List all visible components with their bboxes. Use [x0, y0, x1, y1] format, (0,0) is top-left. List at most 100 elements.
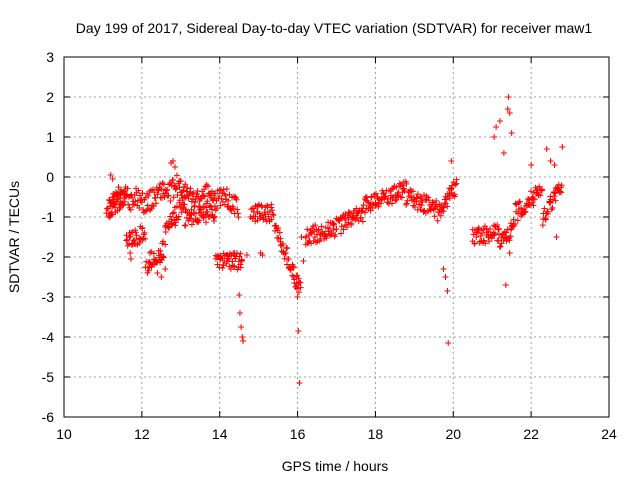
data-point — [361, 209, 368, 216]
data-point — [185, 195, 192, 202]
data-point — [224, 203, 231, 210]
data-point — [544, 210, 551, 217]
data-point — [208, 203, 215, 210]
data-point — [239, 334, 246, 340]
data-point — [508, 130, 515, 136]
data-point — [296, 278, 303, 285]
data-point — [211, 203, 218, 210]
data-point — [150, 250, 157, 257]
data-point — [145, 192, 152, 199]
data-point — [297, 279, 304, 286]
data-point — [296, 380, 303, 386]
data-point — [358, 208, 365, 215]
data-point — [444, 203, 451, 210]
data-point — [504, 106, 511, 112]
data-point — [173, 172, 180, 179]
data-point — [350, 215, 357, 222]
data-point — [269, 207, 276, 214]
data-point — [160, 254, 167, 261]
data-point — [521, 206, 528, 213]
data-point — [159, 179, 166, 186]
data-point — [470, 231, 477, 238]
data-point — [114, 196, 121, 203]
data-point — [126, 234, 133, 241]
data-point — [448, 185, 455, 192]
data-point — [559, 144, 566, 150]
data-point — [551, 162, 558, 168]
data-point — [237, 264, 244, 271]
x-axis-ticks: 10 12 14 16 18 20 22 24 — [56, 57, 617, 442]
x-tick-label: 22 — [523, 426, 539, 442]
data-point — [154, 270, 161, 276]
data-point — [158, 274, 165, 280]
y-axis-label: SDTVAR / TECUs — [6, 181, 22, 293]
data-point — [145, 205, 152, 212]
data-point — [220, 261, 227, 268]
data-point — [332, 231, 339, 238]
data-point — [558, 189, 565, 196]
data-point — [497, 243, 504, 250]
data-point — [497, 118, 503, 124]
data-point — [178, 209, 185, 216]
data-point — [437, 212, 444, 219]
data-point — [528, 188, 535, 195]
data-point — [392, 197, 399, 204]
data-point — [233, 196, 240, 203]
data-point — [505, 94, 512, 100]
x-tick-label: 14 — [212, 426, 228, 442]
data-point — [375, 203, 382, 210]
data-point — [359, 218, 366, 225]
data-point — [265, 213, 272, 220]
data-point — [240, 338, 247, 344]
data-point — [181, 183, 188, 190]
data-point — [328, 230, 335, 237]
data-point — [172, 222, 179, 229]
data-point — [539, 222, 546, 229]
data-point — [427, 207, 434, 214]
data-point — [551, 193, 558, 200]
data-point — [393, 184, 400, 191]
data-point — [417, 206, 424, 213]
data-point — [201, 186, 208, 193]
data-point — [318, 223, 325, 230]
data-point — [142, 208, 149, 215]
data-point — [487, 225, 494, 232]
data-point — [203, 219, 210, 226]
data-point — [275, 224, 282, 231]
data-point — [295, 328, 302, 334]
data-point — [313, 239, 320, 246]
data-point — [139, 236, 146, 243]
data-point — [357, 215, 364, 222]
data-point — [205, 183, 212, 190]
data-point — [170, 158, 176, 164]
data-point — [149, 202, 156, 209]
x-tick-label: 10 — [56, 426, 72, 442]
data-point — [123, 237, 130, 244]
data-point — [516, 199, 523, 206]
data-point — [442, 274, 449, 280]
y-tick-label: 1 — [46, 129, 54, 145]
data-point — [403, 180, 410, 187]
data-point — [196, 217, 203, 224]
data-point — [530, 202, 537, 209]
x-tick-label: 16 — [290, 426, 306, 442]
data-point — [290, 274, 297, 280]
data-point — [388, 186, 395, 193]
data-point — [303, 233, 310, 240]
data-point — [295, 275, 302, 282]
data-point — [452, 181, 459, 188]
data-point — [177, 178, 184, 184]
data-point — [191, 203, 198, 210]
data-point — [493, 124, 500, 130]
data-point — [178, 192, 185, 199]
data-point — [200, 192, 207, 199]
data-point — [340, 226, 347, 233]
data-point — [491, 134, 498, 140]
data-point — [171, 182, 178, 189]
data-point — [537, 192, 544, 199]
data-point — [542, 214, 549, 221]
data-point — [201, 193, 208, 200]
data-point — [139, 225, 146, 232]
data-point — [229, 258, 236, 265]
y-tick-label: -3 — [42, 289, 55, 305]
